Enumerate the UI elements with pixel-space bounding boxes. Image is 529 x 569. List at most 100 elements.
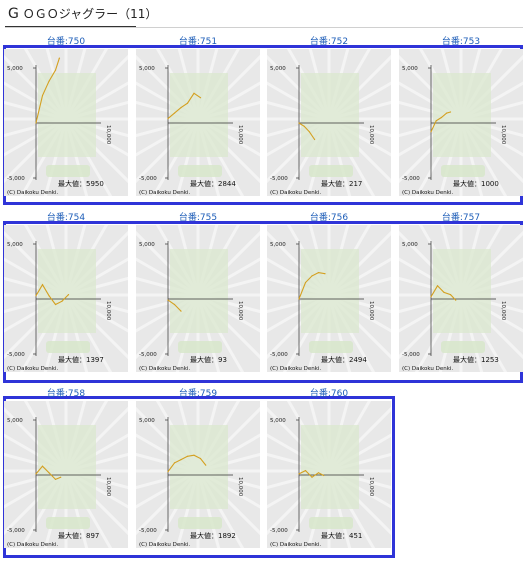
slump-graph: 5,000 -5,000 10,000 最大値：451 (C) Daikoku Denk… [267, 401, 391, 548]
slump-point [48, 472, 50, 474]
machine-card[interactable]: 台番:759 5,000 -5,000 10,000 最大値：1892 (C) Daiko… [136, 388, 260, 548]
slump-point [173, 303, 176, 306]
machine-card[interactable]: 台番:754 5,000 -5,000 10,000 最大値：1397 (C) Daiko… [4, 212, 128, 372]
x-tick-label-end: 10,000 [105, 477, 111, 497]
background-panel [38, 73, 96, 157]
slump-line [167, 92, 201, 120]
slump-point [54, 69, 57, 71]
slump-point [41, 465, 44, 467]
machine-number-label[interactable]: 台番:750 [46, 37, 86, 47]
slump-point [58, 57, 61, 59]
slump-graph: 5,000 -5,000 10,000 最大値：1000 (C) Daikoku Den… [399, 49, 523, 196]
machine-number-label[interactable]: 台番:752 [309, 37, 349, 47]
copyright-text: (C) Daikoku Denki. [139, 542, 190, 548]
machine-number-label[interactable]: 台番:751 [178, 37, 218, 47]
slump-point [41, 284, 44, 286]
slump-graph: 5,000 -5,000 10,000 最大値：1253 (C) Daikoku Den… [399, 225, 523, 372]
machine-card[interactable]: 台番:758 5,000 -5,000 10,000 最大値：897 (C) Daikok… [4, 388, 128, 548]
y-tick-label-bottom: -5,000 [270, 528, 288, 534]
x-tick-label-end: 10,000 [368, 125, 374, 145]
slump-point [317, 472, 320, 474]
machine-number-label[interactable]: 台番:756 [309, 213, 349, 223]
background-panel [38, 425, 96, 509]
max-value-number: 2844 [218, 180, 236, 188]
slump-point [440, 116, 442, 119]
copyright-text: (C) Daikoku Denki. [270, 542, 321, 548]
machine-number-label[interactable]: 台番:755 [178, 213, 218, 223]
y-tick-label-top: 5,000 [270, 242, 286, 248]
slump-point [199, 457, 202, 460]
background-badge [309, 165, 353, 177]
slump-point [167, 118, 169, 120]
machine-card[interactable]: 台番:753 5,000 -5,000 10,000 最大値：1000 (C) Daiko… [399, 36, 523, 196]
max-value-number: 1397 [86, 356, 104, 364]
machine-number-label[interactable]: 台番:758 [46, 389, 86, 399]
copyright-text: (C) Daikoku Denki. [7, 542, 58, 548]
y-tick-label-top: 5,000 [7, 242, 23, 248]
max-value-number: 1000 [481, 180, 499, 188]
slump-point [430, 131, 432, 133]
slump-point [180, 459, 182, 461]
x-tick-label-end: 10,000 [105, 125, 111, 145]
y-tick-label-top: 5,000 [402, 242, 418, 248]
slump-point [304, 470, 307, 472]
y-tick-label-top: 5,000 [7, 66, 23, 72]
slump-point [314, 138, 316, 141]
x-tick-label-end: 10,000 [368, 477, 374, 497]
slump-point [180, 310, 182, 312]
x-tick-label-end: 10,000 [105, 301, 111, 321]
max-value-caption: 最大値： [190, 179, 218, 188]
machine-number-label[interactable]: 台番:759 [178, 389, 218, 399]
y-tick-label-bottom: -5,000 [402, 352, 420, 358]
max-value-label: 最大値：1892 [190, 531, 236, 540]
machine-card[interactable]: 台番:760 5,000 -5,000 10,000 最大値：451 (C) Daikok… [267, 388, 391, 548]
copyright-text: (C) Daikoku Denki. [402, 190, 453, 196]
slump-point [193, 454, 195, 456]
machine-number-label[interactable]: 台番:760 [309, 389, 349, 399]
max-value-label: 最大値：1000 [453, 179, 499, 188]
max-value-label: 最大値：897 [58, 531, 99, 540]
machine-card[interactable]: 台番:756 5,000 -5,000 10,000 最大値：2494 (C) Daiko… [267, 212, 391, 372]
max-value-label: 最大値：2844 [190, 179, 236, 188]
copyright-text: (C) Daikoku Denki. [139, 366, 190, 372]
slump-point [54, 303, 57, 306]
page-title-initial: G [8, 6, 19, 22]
machine-card[interactable]: 台番:752 5,000 -5,000 10,000 最大値：217 (C) Daikok… [267, 36, 391, 196]
machine-number-label[interactable]: 台番:757 [441, 213, 481, 223]
machine-number-label[interactable]: 台番:753 [441, 37, 481, 47]
slump-point [35, 122, 37, 124]
slump-point [303, 125, 305, 127]
background-panel [301, 249, 359, 333]
max-value-number: 2494 [349, 356, 367, 364]
background-badge [46, 517, 90, 529]
max-value-caption: 最大値： [58, 531, 86, 540]
title-underline [5, 26, 136, 27]
y-tick-label-bottom: -5,000 [7, 528, 25, 534]
machine-card[interactable]: 台番:751 5,000 -5,000 10,000 最大値：2844 (C) Daiko… [136, 36, 260, 196]
max-value-caption: 最大値： [190, 355, 218, 364]
background-badge [441, 165, 485, 177]
machine-card[interactable]: 台番:757 5,000 -5,000 10,000 最大値：1253 (C) Daiko… [399, 212, 523, 372]
slump-point [35, 295, 37, 297]
slump-point [186, 455, 189, 457]
y-tick-label-top: 5,000 [139, 242, 155, 248]
machine-card[interactable]: 台番:750 5,000 -5,000 10,000 最大値：5950 (C) Daiko… [4, 36, 128, 196]
x-tick-label-end: 10,000 [368, 301, 374, 321]
background-panel [433, 73, 491, 157]
slump-graph: 5,000 -5,000 10,000 最大値：2494 (C) Daikoku Den… [267, 225, 391, 372]
slump-point [205, 464, 207, 466]
max-value-label: 最大値：2494 [321, 355, 367, 364]
background-badge [178, 165, 222, 177]
machine-card[interactable]: 台番:755 5,000 -5,000 10,000 最大値：93 (C) Daikoku… [136, 212, 260, 372]
slump-point [173, 112, 176, 114]
background-panel [433, 249, 491, 333]
max-value-label: 最大値：1397 [58, 355, 104, 364]
max-value-caption: 最大値： [453, 355, 481, 364]
machine-number-label[interactable]: 台番:754 [46, 213, 86, 223]
